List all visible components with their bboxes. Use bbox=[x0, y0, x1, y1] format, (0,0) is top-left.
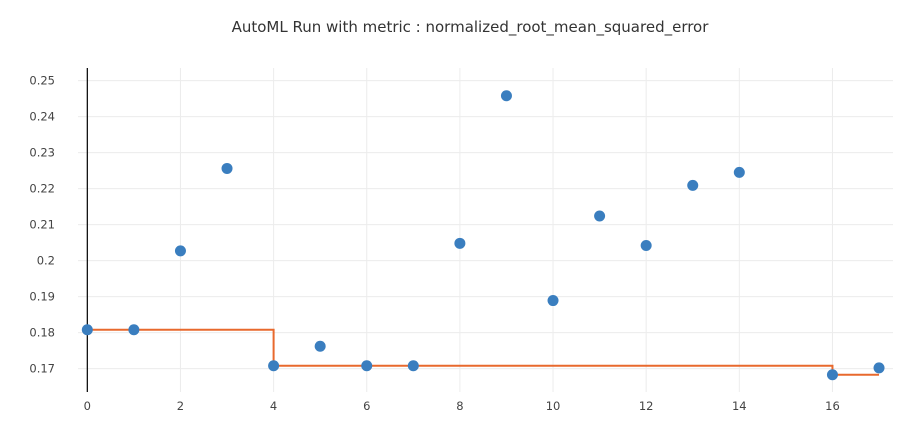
scatter-point[interactable] bbox=[268, 360, 280, 372]
scatter-point[interactable] bbox=[128, 324, 140, 336]
scatter-point[interactable] bbox=[454, 237, 466, 249]
scatter-point[interactable] bbox=[221, 162, 233, 174]
scatter-points bbox=[81, 90, 885, 381]
x-tick-label: 10 bbox=[546, 399, 561, 413]
x-tick-label: 8 bbox=[456, 399, 463, 413]
scatter-point[interactable] bbox=[314, 340, 326, 352]
x-tick-label: 14 bbox=[732, 399, 747, 413]
scatter-point[interactable] bbox=[407, 360, 419, 372]
scatter-point[interactable] bbox=[547, 295, 559, 307]
x-tick-label: 12 bbox=[639, 399, 654, 413]
y-tick-label: 0.23 bbox=[29, 146, 55, 160]
scatter-point[interactable] bbox=[594, 210, 606, 222]
y-tick-label: 0.19 bbox=[29, 290, 55, 304]
best-so-far-step-line bbox=[87, 328, 880, 376]
x-tick-label: 4 bbox=[270, 399, 277, 413]
y-tick-label: 0.24 bbox=[29, 110, 55, 124]
scatter-point[interactable] bbox=[640, 239, 652, 251]
y-tick-label: 0.2 bbox=[37, 254, 55, 268]
y-tick-label: 0.18 bbox=[29, 326, 55, 340]
scatter-point[interactable] bbox=[361, 360, 373, 372]
y-tick-label: 0.17 bbox=[29, 362, 55, 376]
scatter-point[interactable] bbox=[174, 245, 186, 257]
x-tick-label: 6 bbox=[363, 399, 370, 413]
y-tick-labels: 0.17 0.18 0.19 0.2 0.21 0.22 0.23 0.24 0.25 bbox=[29, 74, 55, 376]
x-tick-label: 16 bbox=[825, 399, 840, 413]
y-tick-label: 0.22 bbox=[29, 182, 55, 196]
scatter-point[interactable] bbox=[500, 90, 512, 102]
x-tick-labels: 0 2 4 6 8 10 12 14 16 bbox=[84, 399, 840, 413]
scatter-point[interactable] bbox=[873, 362, 885, 374]
x-tick-label: 0 bbox=[84, 399, 91, 413]
x-tick-label: 2 bbox=[177, 399, 184, 413]
scatter-point[interactable] bbox=[81, 324, 93, 336]
scatter-point[interactable] bbox=[733, 166, 745, 178]
scatter-point[interactable] bbox=[826, 369, 838, 381]
y-tick-label: 0.25 bbox=[29, 74, 55, 88]
scatter-point[interactable] bbox=[687, 179, 699, 191]
y-tick-label: 0.21 bbox=[29, 218, 55, 232]
chart-title: AutoML Run with metric : normalized_root… bbox=[232, 18, 710, 37]
grid-layer bbox=[78, 68, 893, 392]
